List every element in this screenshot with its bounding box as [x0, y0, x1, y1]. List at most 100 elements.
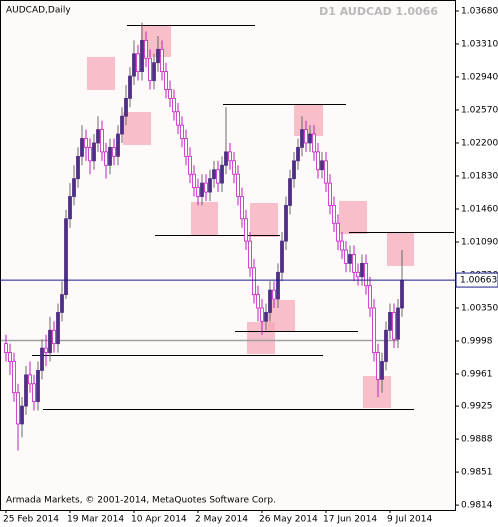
candle-body: [80, 138, 84, 157]
candle-body: [196, 187, 200, 197]
candle-body: [272, 289, 276, 300]
candle-body: [156, 48, 160, 64]
candle-body: [340, 240, 344, 251]
candle-body: [176, 111, 180, 126]
candle-body: [344, 249, 348, 264]
zone: [87, 57, 115, 90]
candle-body: [228, 151, 232, 162]
candle-body: [20, 405, 24, 425]
candle-body: [368, 285, 372, 309]
candle-body: [348, 254, 352, 264]
zone: [250, 203, 278, 237]
candle-body: [104, 151, 108, 166]
candle-body: [248, 240, 252, 269]
candle-body: [192, 173, 196, 188]
candle-body: [396, 307, 400, 340]
candle-body: [28, 374, 32, 385]
candle-body: [64, 218, 68, 296]
candle-body: [44, 347, 48, 353]
candle-body: [364, 262, 368, 287]
zone: [191, 202, 218, 235]
candle-body: [36, 370, 40, 403]
candle-body: [160, 48, 164, 73]
x-tick-label: 2 May 2014: [195, 515, 248, 525]
level-lines: [1, 25, 454, 410]
candle-body: [372, 307, 376, 353]
candle-body: [244, 218, 248, 242]
candle-body: [336, 222, 340, 242]
candle-body: [204, 182, 208, 193]
candle-body: [16, 392, 20, 425]
candle-body: [220, 164, 224, 184]
y-tick-label: 1.01460: [461, 204, 498, 214]
candle-body: [152, 62, 156, 81]
candle-body: [292, 160, 296, 180]
candle-body: [172, 97, 176, 113]
candle-body: [92, 142, 96, 162]
candle-body: [224, 151, 228, 166]
candle-body: [72, 178, 76, 197]
candle-body: [148, 57, 152, 81]
y-tick-label: 1.00350: [461, 303, 498, 313]
y-tick-label: 1.02570: [461, 105, 498, 115]
y-tick-label: 0.9888: [461, 435, 493, 445]
candle-body: [324, 160, 328, 184]
candle-body: [52, 329, 56, 345]
candle-body: [84, 138, 88, 148]
candle-body: [180, 124, 184, 139]
candle-body: [88, 147, 92, 162]
footer: Armada Markets, © 2001-2014, MetaQuotes …: [6, 496, 276, 506]
candle-body: [284, 205, 288, 242]
candle-body: [360, 262, 364, 278]
candle-body: [184, 138, 188, 157]
candle-body: [120, 115, 124, 135]
chart-title: D1 AUDCAD 1.0066: [319, 5, 438, 18]
y-tick-label: 1.01090: [461, 237, 498, 247]
candle-body: [40, 347, 44, 371]
candle-body: [4, 343, 8, 353]
zone: [123, 112, 151, 145]
y-tick-label: 1.03680: [461, 6, 498, 16]
candle-body: [96, 129, 100, 144]
zone: [247, 322, 275, 354]
y-tick-label: 1.01830: [461, 171, 498, 181]
x-tick-label: 26 May 2014: [259, 515, 318, 525]
zone: [387, 233, 414, 266]
candle-body: [304, 129, 308, 144]
candle-body: [276, 271, 280, 300]
y-tick-label: 0.9851: [461, 468, 493, 478]
y-tick-label: 1.02200: [461, 138, 498, 148]
candle-body: [48, 329, 52, 353]
candle-body: [188, 155, 192, 175]
zone: [294, 104, 323, 136]
candle-body: [32, 383, 36, 403]
x-tick-label: 9 Jul 2014: [387, 515, 432, 525]
candle-body: [124, 97, 128, 117]
x-tick-label: 25 Feb 2014: [3, 515, 59, 525]
candle-body: [144, 40, 148, 59]
candle-body: [68, 196, 72, 220]
candle-body: [12, 361, 16, 394]
candle-body: [240, 196, 244, 220]
plot-area: [0, 0, 456, 511]
candle-body: [60, 294, 64, 313]
candle-body: [128, 75, 132, 99]
candle-body: [164, 71, 168, 90]
candle-body: [400, 279, 404, 309]
candle-body: [332, 205, 336, 224]
candle-body: [308, 133, 312, 144]
candle-body: [296, 147, 300, 162]
y-tick-label: 0.9961: [461, 369, 493, 379]
candle-body: [136, 53, 140, 73]
candle-body: [112, 147, 116, 157]
current-price-label: 1.00663: [460, 276, 497, 286]
current-price-box: [455, 272, 498, 288]
x-tick-label: 10 Apr 2014: [131, 515, 187, 525]
candle-body: [100, 129, 104, 153]
candle-body: [392, 312, 396, 340]
x-tick-label: 17 Jun 2014: [323, 515, 377, 525]
candle-body: [256, 294, 260, 309]
candle-body: [216, 169, 220, 184]
candle-body: [352, 254, 356, 273]
